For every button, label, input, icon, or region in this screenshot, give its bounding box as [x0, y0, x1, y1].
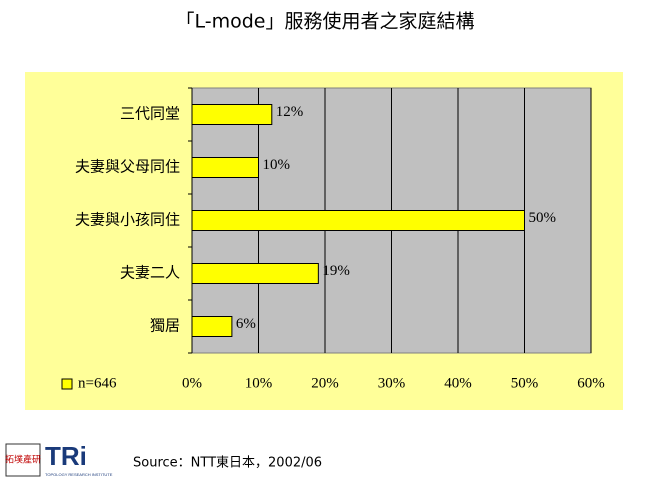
bar: [191, 157, 259, 178]
y-tick-label: 三代同堂: [120, 105, 180, 123]
x-tick-label: 0%: [182, 375, 202, 391]
logo: 拓墣產研 TRi TOPOLOGY RESEARCH INSTITUTE: [5, 441, 113, 477]
logo-subtitle: TOPOLOGY RESEARCH INSTITUTE: [45, 472, 113, 477]
x-tick-label: 30%: [378, 375, 406, 391]
logo-name: TRi: [45, 441, 87, 471]
x-tick-label: 50%: [511, 375, 539, 391]
y-tick-label: 夫妻與父母同住: [75, 158, 180, 176]
x-tick-label: 20%: [311, 375, 339, 391]
logo-box: [5, 443, 41, 477]
bar: [191, 210, 525, 231]
chart-title: 「L-mode」服務使用者之家庭結構: [176, 11, 475, 33]
y-tick-label: 獨居: [150, 317, 180, 335]
value-label: 12%: [276, 104, 304, 120]
bar: [191, 316, 233, 337]
value-label: 19%: [322, 263, 350, 279]
value-label: 6%: [236, 316, 256, 332]
x-tick-label: 60%: [577, 375, 605, 391]
legend-label: n=646: [78, 375, 117, 391]
logo-chars: 拓墣產研: [5, 454, 41, 466]
value-label: 50%: [529, 210, 557, 226]
source: Source：NTT東日本，2002/06: [133, 455, 322, 471]
y-tick-label: 夫妻二人: [120, 264, 180, 282]
legend-swatch: [61, 378, 73, 390]
y-tick-label: 夫妻與小孩同住: [75, 211, 180, 229]
bar: [191, 263, 319, 284]
bar: [191, 104, 273, 125]
x-tick-label: 40%: [444, 375, 472, 391]
value-label: 10%: [263, 157, 291, 173]
x-tick-label: 10%: [245, 375, 273, 391]
